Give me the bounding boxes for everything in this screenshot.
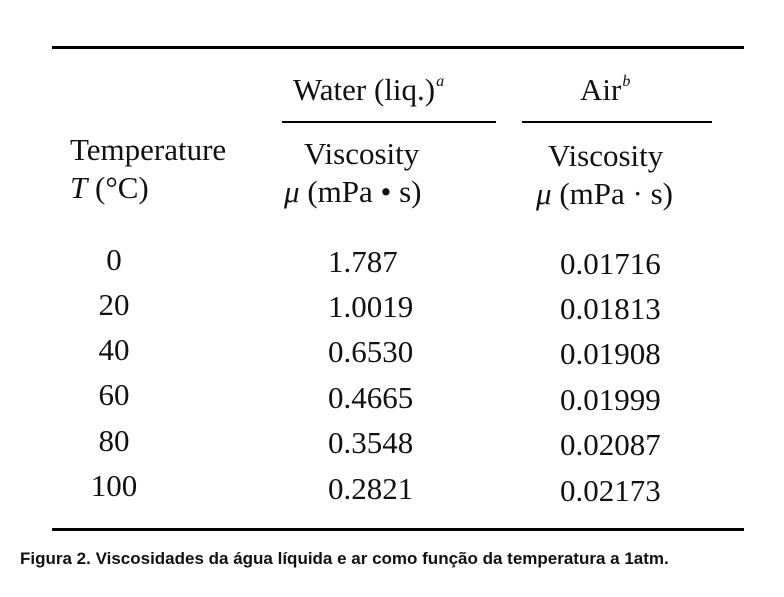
temperature-cell: 80 xyxy=(98,423,130,458)
water-viscosity-cell: 0.6530 xyxy=(328,334,414,369)
temperature-cell: 40 xyxy=(98,332,130,367)
air-footnote-marker: b xyxy=(622,73,631,90)
water-group-rule xyxy=(282,121,496,123)
temperature-symbol: T xyxy=(70,170,88,205)
air-viscosity-symbol: μ xyxy=(536,176,552,211)
air-viscosity-cell: 0.01716 xyxy=(560,246,661,281)
water-viscosity-cell: 0.3548 xyxy=(328,425,414,460)
water-viscosity-header-unit: μ (mPa • s) xyxy=(284,174,422,210)
air-viscosity-unit: (mPa · s) xyxy=(559,176,673,211)
temperature-unit: (°C) xyxy=(95,170,149,205)
water-viscosity-symbol: μ xyxy=(284,174,300,209)
air-viscosity-cell: 0.02087 xyxy=(560,427,661,462)
temperature-header-unit: T (°C) xyxy=(70,170,149,206)
water-footnote-marker: a xyxy=(436,73,445,90)
temperature-header-label: Temperature xyxy=(70,132,227,167)
water-viscosity-cell: 1.787 xyxy=(328,244,398,279)
table-bottom-rule xyxy=(52,528,744,531)
air-viscosity-header-unit: μ (mPa · s) xyxy=(536,176,673,212)
air-group-rule xyxy=(522,121,712,123)
water-group-label: Water (liq.) xyxy=(293,72,436,107)
water-viscosity-unit: (mPa • s) xyxy=(307,174,422,209)
air-viscosity-cell: 0.01813 xyxy=(560,291,661,326)
air-viscosity-cell: 0.02173 xyxy=(560,473,661,508)
water-viscosity-header-label: Viscosity xyxy=(304,136,420,171)
air-group-header: Airb xyxy=(580,72,630,114)
air-group-label: Air xyxy=(580,72,622,107)
temperature-cell: 20 xyxy=(98,287,130,322)
temperature-cell: 0 xyxy=(106,242,122,277)
table-top-rule xyxy=(52,46,744,49)
water-viscosity-cell: 1.0019 xyxy=(328,289,414,324)
figure-caption: Figura 2. Viscosidades da água líquida e… xyxy=(20,549,669,568)
air-viscosity-header-label: Viscosity xyxy=(548,138,664,173)
air-viscosity-cell: 0.01999 xyxy=(560,382,661,417)
temperature-cell: 60 xyxy=(98,377,130,412)
water-viscosity-cell: 0.4665 xyxy=(328,380,414,415)
viscosity-table: Water (liq.)a Airb Temperature T (°C) Vi… xyxy=(52,42,744,536)
water-viscosity-cell: 0.2821 xyxy=(328,471,414,506)
air-viscosity-cell: 0.01908 xyxy=(560,336,661,371)
water-group-header: Water (liq.)a xyxy=(293,72,444,114)
temperature-cell: 100 xyxy=(90,468,138,503)
